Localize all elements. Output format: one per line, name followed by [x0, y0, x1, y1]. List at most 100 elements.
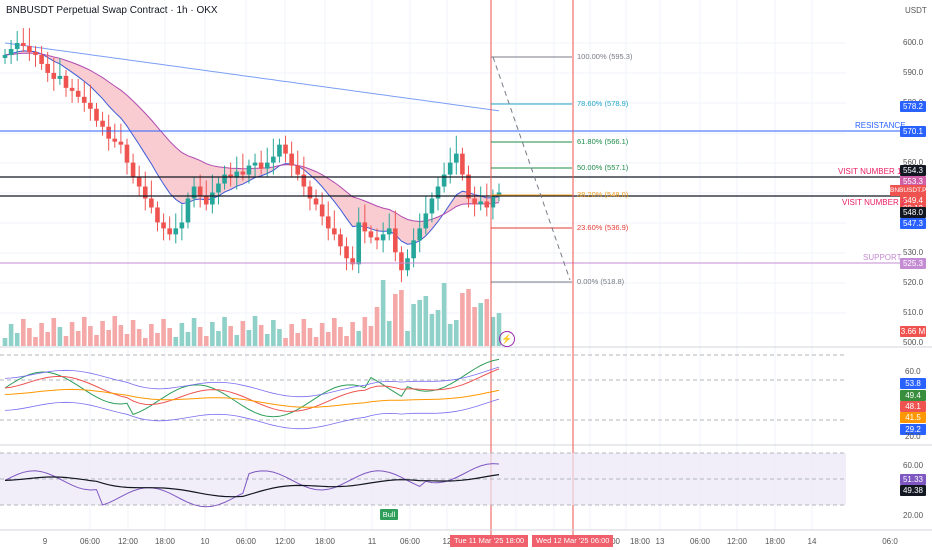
volume-bar — [124, 334, 130, 346]
volume-bar — [2, 338, 8, 346]
lightning-icon[interactable]: ⚡ — [499, 331, 515, 347]
vertical-line-time-tag-2[interactable]: Wed 12 Mar '25 06:00 — [532, 535, 614, 547]
candle-body — [124, 144, 130, 163]
time-tick: 06:00 — [399, 537, 421, 546]
candle-body — [307, 186, 313, 199]
volume-bar — [484, 299, 490, 346]
candle-body — [222, 174, 227, 184]
volume-bar — [454, 320, 459, 346]
volume-bar — [130, 320, 136, 346]
candle-body — [216, 183, 221, 193]
time-tick: 14 — [807, 537, 817, 546]
vertical-line-time-tag-1[interactable]: Tue 11 Mar '25 18:00 — [450, 535, 529, 547]
price-tick: 500.0 — [903, 338, 924, 347]
candle-body — [325, 216, 331, 229]
rsi-line — [4, 358, 500, 418]
volume-bar — [197, 327, 203, 346]
candle-body — [63, 75, 69, 88]
volume-bars — [2, 280, 502, 346]
fib-label: 78.60% (578.9) — [577, 99, 629, 108]
volume-bar — [490, 317, 496, 346]
candle-body — [423, 213, 429, 229]
candles — [2, 28, 502, 283]
symbol-title[interactable]: BNBUSDT Perpetual Swap Contract · 1h · O… — [6, 5, 218, 16]
price-tick: 600.0 — [903, 38, 924, 47]
volume-bar — [319, 323, 325, 346]
osc-tag: 51.33 — [900, 474, 926, 485]
candle-body — [344, 246, 349, 259]
volume-bar — [240, 321, 246, 346]
volume-bar — [20, 319, 26, 346]
candle-body — [27, 45, 32, 52]
candle-body — [386, 228, 392, 235]
candle-body — [429, 198, 435, 214]
volume-bar — [185, 332, 191, 346]
volume-bar — [81, 317, 87, 346]
candle-body — [252, 162, 258, 166]
fib-label: 61.80% (566.1) — [577, 137, 629, 146]
volume-bar — [258, 325, 264, 346]
time-tick: 13 — [655, 537, 665, 546]
volume-bar — [100, 321, 105, 346]
candle-body — [283, 144, 288, 154]
rsi-tag: 49.4 — [900, 390, 926, 401]
candle-body — [161, 222, 166, 229]
candle-body — [411, 240, 416, 259]
volume-bar — [435, 310, 441, 346]
candle-body — [179, 222, 185, 229]
volume-bar — [142, 338, 148, 346]
osc-tag: 49.38 — [900, 485, 926, 496]
grid — [0, 0, 932, 530]
horizontal-levels[interactable] — [0, 0, 900, 535]
price-tag: 553.3 — [900, 176, 926, 187]
candle-body — [313, 198, 319, 205]
candle-body — [295, 165, 301, 175]
candle-body — [185, 198, 191, 223]
fib-retracement[interactable] — [491, 56, 572, 283]
price-tag: 549.4 — [900, 195, 926, 206]
candle-body — [405, 258, 410, 271]
fib-label: 100.00% (595.3) — [577, 52, 633, 61]
volume-bar — [39, 323, 44, 346]
volume-bar — [136, 329, 142, 346]
volume-bar — [112, 316, 118, 346]
time-tick: 12:00 — [274, 537, 296, 546]
rsi-panel — [0, 354, 846, 430]
oscillator-panel — [0, 452, 846, 508]
time-tick: 12 — [442, 537, 452, 546]
volume-bar — [191, 318, 197, 346]
candle-body — [14, 43, 20, 49]
volume-bar — [264, 334, 270, 346]
resistance-label: RESISTANCE — [855, 121, 906, 130]
rsi-tag: 29.2 — [900, 424, 926, 435]
candle-body — [277, 144, 282, 157]
candle-body — [441, 174, 447, 187]
candle-body — [490, 195, 496, 208]
candle-body — [173, 228, 179, 235]
candle-body — [472, 198, 477, 205]
volume-bar — [63, 336, 69, 346]
candle-body — [45, 63, 50, 73]
volume-bar — [344, 336, 349, 346]
price-tag: 3.66 M — [900, 326, 926, 337]
volume-bar — [466, 289, 471, 346]
candle-body — [203, 195, 209, 205]
candle-body — [466, 174, 471, 199]
time-tick: 06:0 — [882, 537, 898, 546]
volume-bar — [155, 333, 160, 346]
candle-body — [454, 153, 459, 163]
time-tick: 11 — [367, 537, 377, 546]
currency-label: USDT — [905, 6, 927, 15]
candle-body — [234, 171, 240, 178]
candle-body — [2, 54, 8, 58]
volume-bar — [332, 318, 337, 346]
rsi-tag: 48.1 — [900, 401, 926, 412]
volume-bar — [441, 283, 447, 346]
rsi-tag: 41.5 — [900, 412, 926, 423]
fib-label: 23.60% (536.9) — [577, 223, 629, 232]
volume-bar — [277, 329, 282, 346]
ema-fast-line — [4, 50, 500, 245]
volume-bar — [405, 331, 410, 346]
candle-body — [362, 222, 368, 232]
